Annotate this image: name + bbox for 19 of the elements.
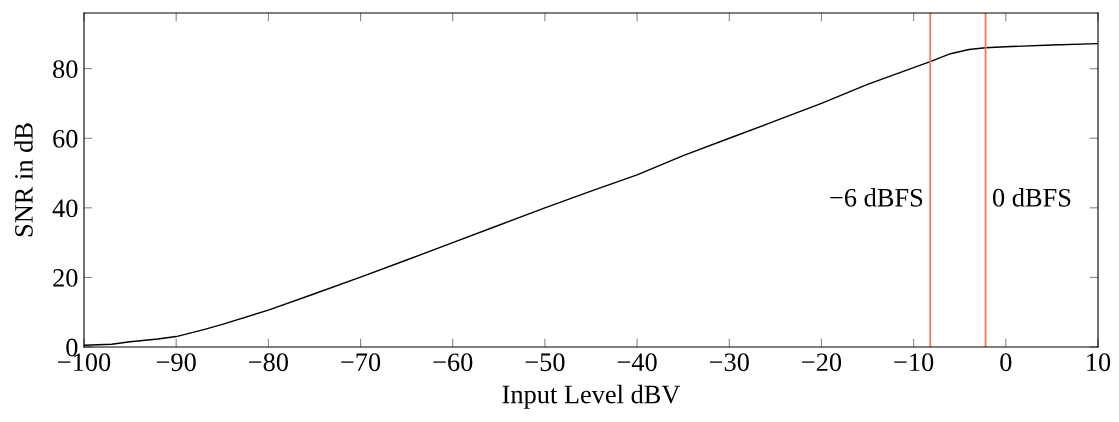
x-tick-label: −70 bbox=[341, 353, 381, 372]
x-tick-label: −10 bbox=[894, 353, 934, 372]
ref-line-label: 0 dBFS bbox=[993, 188, 1071, 207]
x-tick-label: −40 bbox=[617, 353, 657, 372]
x-tick-label: −90 bbox=[156, 353, 196, 372]
y-tick-label: 80 bbox=[53, 60, 78, 79]
x-tick-label: −80 bbox=[249, 353, 288, 372]
x-axis-title: Input Level dBV bbox=[502, 384, 681, 409]
x-tick-label: −60 bbox=[433, 353, 473, 372]
x-tick-label: 10 bbox=[1087, 353, 1111, 372]
x-tick-label: −30 bbox=[709, 353, 749, 372]
y-tick-label: 20 bbox=[53, 269, 78, 287]
x-tick-label: −50 bbox=[525, 353, 565, 372]
x-tick-label: −20 bbox=[802, 353, 842, 372]
y-tick-label: 60 bbox=[53, 129, 78, 148]
y-tick-label: 40 bbox=[52, 199, 78, 218]
x-tick-label: 0 bbox=[1000, 353, 1012, 372]
ref-line-label: −6 dBFS bbox=[830, 188, 923, 207]
y-axis-title: SNR in dB bbox=[14, 123, 33, 237]
